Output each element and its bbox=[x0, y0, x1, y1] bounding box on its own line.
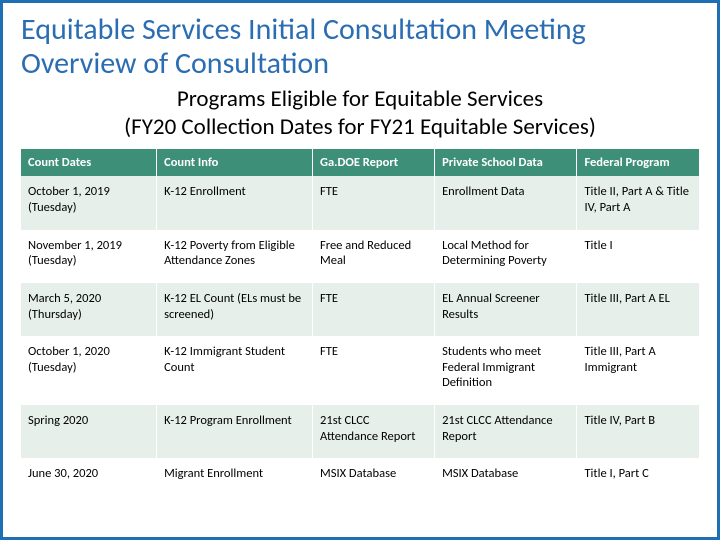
table-cell: FTE bbox=[313, 336, 435, 405]
table-header-cell: Count Dates bbox=[21, 149, 157, 176]
table-cell: MSIX Database bbox=[435, 458, 577, 496]
subtitle-line-2: (FY20 Collection Dates for FY21 Equitabl… bbox=[124, 113, 596, 141]
table-row: October 1, 2019 (Tuesday)K-12 Enrollment… bbox=[21, 176, 699, 229]
table-body: October 1, 2019 (Tuesday)K-12 Enrollment… bbox=[21, 176, 699, 496]
slide-subtitle: Programs Eligible for Equitable Services… bbox=[21, 86, 699, 141]
subtitle-line-1: Programs Eligible for Equitable Services bbox=[177, 85, 543, 113]
table-cell: November 1, 2019 (Tuesday) bbox=[21, 230, 157, 283]
table-cell: Title IV, Part B bbox=[577, 405, 699, 458]
table-cell: 21st CLCC Attendance Report bbox=[313, 405, 435, 458]
table-cell: Title III, Part A Immigrant bbox=[577, 336, 699, 405]
programs-table: Count DatesCount InfoGa.DOE ReportPrivat… bbox=[21, 149, 699, 496]
table-cell: Free and Reduced Meal bbox=[313, 230, 435, 283]
table-cell: Spring 2020 bbox=[21, 405, 157, 458]
table-cell: FTE bbox=[313, 176, 435, 229]
table-cell: Migrant Enrollment bbox=[157, 458, 313, 496]
table-cell: Title I, Part C bbox=[577, 458, 699, 496]
table-header-row: Count DatesCount InfoGa.DOE ReportPrivat… bbox=[21, 149, 699, 176]
table-cell: K-12 Program Enrollment bbox=[157, 405, 313, 458]
table-cell: FTE bbox=[313, 283, 435, 336]
table-cell: October 1, 2020 (Tuesday) bbox=[21, 336, 157, 405]
table-cell: June 30, 2020 bbox=[21, 458, 157, 496]
slide-frame: Equitable Services Initial Consultation … bbox=[0, 0, 720, 540]
table-cell: K-12 EL Count (ELs must be screened) bbox=[157, 283, 313, 336]
title-line-2: Overview of Consultation bbox=[21, 45, 329, 82]
table-cell: March 5, 2020 (Thursday) bbox=[21, 283, 157, 336]
table-cell: K-12 Enrollment bbox=[157, 176, 313, 229]
table-row: November 1, 2019 (Tuesday)K-12 Poverty f… bbox=[21, 230, 699, 283]
table-cell: Title II, Part A & Title IV, Part A bbox=[577, 176, 699, 229]
slide-title: Equitable Services Initial Consultation … bbox=[21, 13, 699, 80]
table-cell: MSIX Database bbox=[313, 458, 435, 496]
table-row: Spring 2020K-12 Program Enrollment21st C… bbox=[21, 405, 699, 458]
table-cell: Enrollment Data bbox=[435, 176, 577, 229]
table-header-cell: Ga.DOE Report bbox=[313, 149, 435, 176]
table-cell: EL Annual Screener Results bbox=[435, 283, 577, 336]
table-row: October 1, 2020 (Tuesday)K-12 Immigrant … bbox=[21, 336, 699, 405]
table-cell: K-12 Immigrant Student Count bbox=[157, 336, 313, 405]
table-row: March 5, 2020 (Thursday)K-12 EL Count (E… bbox=[21, 283, 699, 336]
table-cell: Title I bbox=[577, 230, 699, 283]
table-row: June 30, 2020Migrant EnrollmentMSIX Data… bbox=[21, 458, 699, 496]
table-cell: K-12 Poverty from Eligible Attendance Zo… bbox=[157, 230, 313, 283]
table-cell: Students who meet Federal Immigrant Defi… bbox=[435, 336, 577, 405]
title-line-1: Equitable Services Initial Consultation … bbox=[21, 11, 586, 48]
table-cell: Local Method for Determining Poverty bbox=[435, 230, 577, 283]
table-header-cell: Federal Program bbox=[577, 149, 699, 176]
table-head: Count DatesCount InfoGa.DOE ReportPrivat… bbox=[21, 149, 699, 176]
table-header-cell: Count Info bbox=[157, 149, 313, 176]
table-cell: 21st CLCC Attendance Report bbox=[435, 405, 577, 458]
table-cell: Title III, Part A EL bbox=[577, 283, 699, 336]
table-cell: October 1, 2019 (Tuesday) bbox=[21, 176, 157, 229]
table-header-cell: Private School Data bbox=[435, 149, 577, 176]
